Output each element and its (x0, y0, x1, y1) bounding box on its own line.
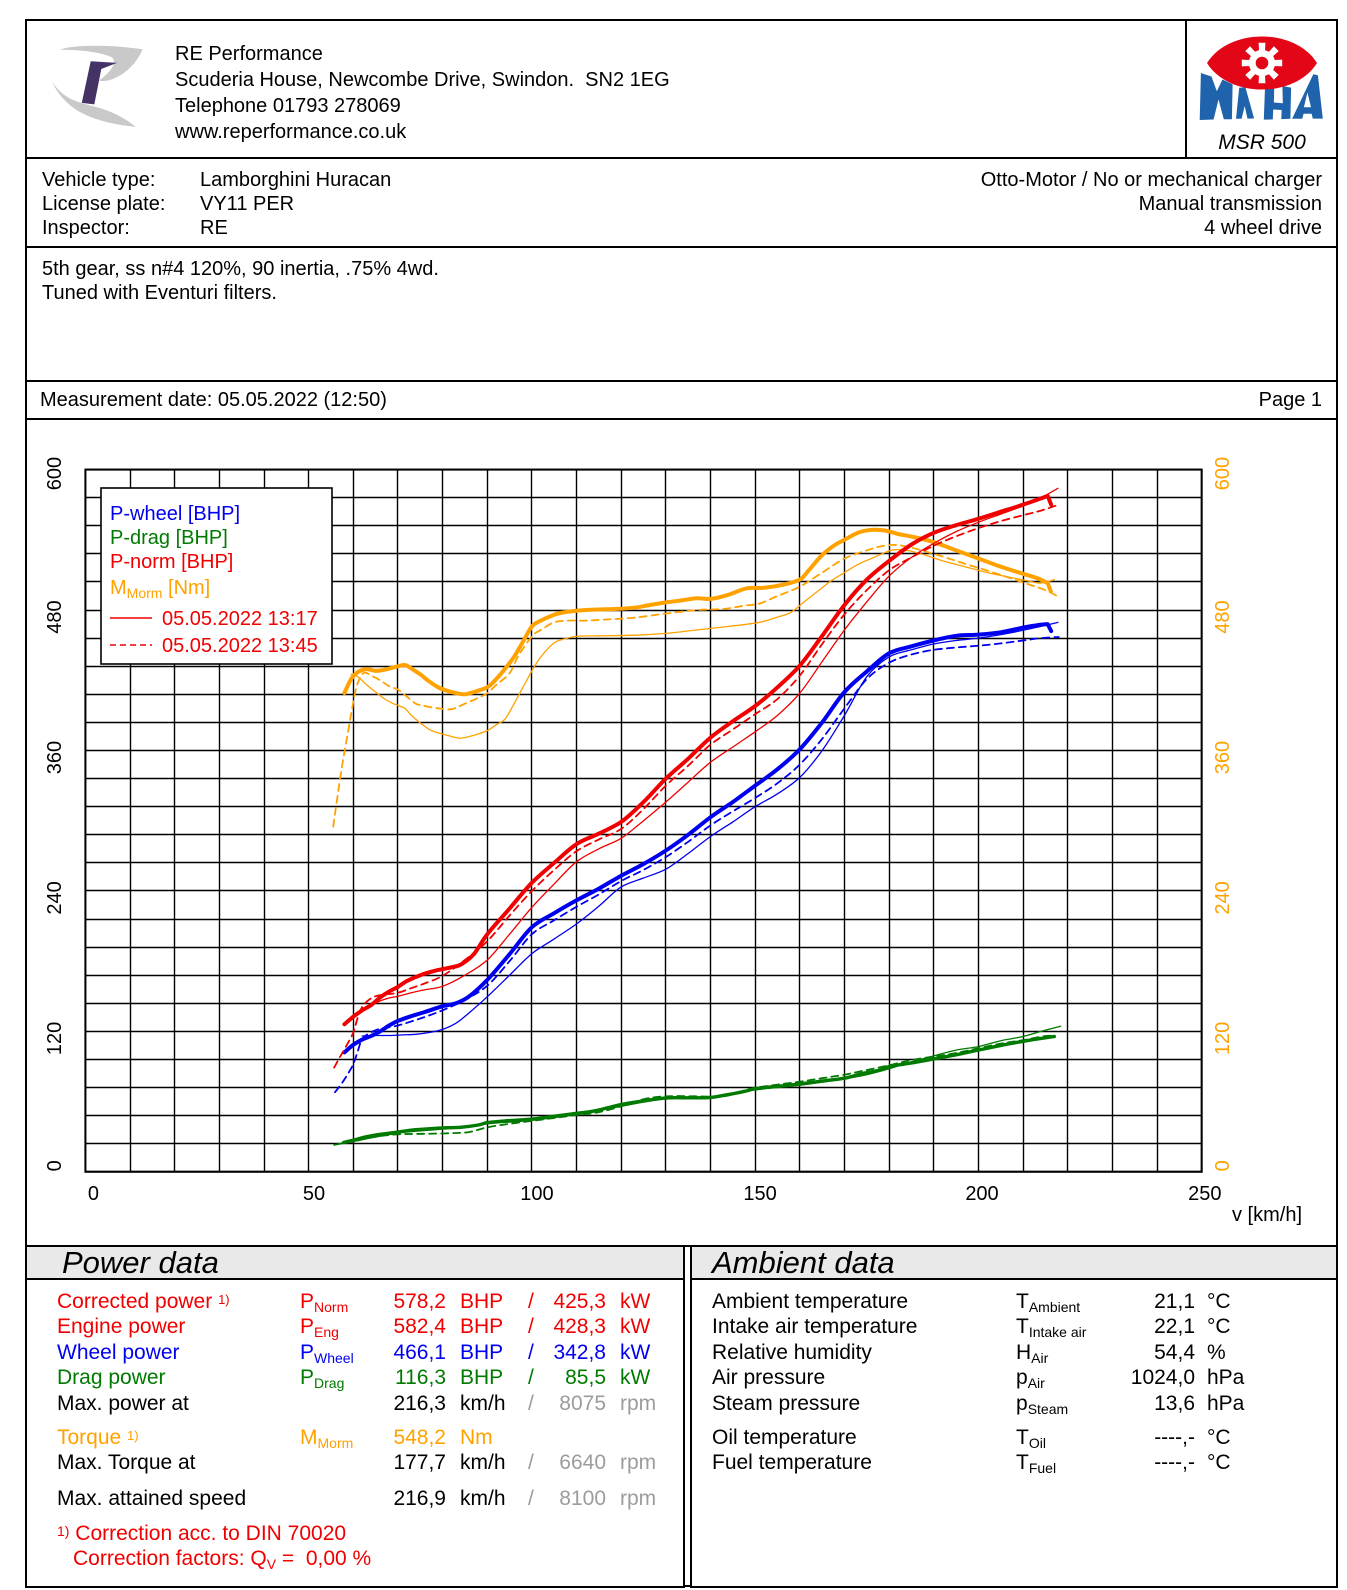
svg-text:120: 120 (1212, 1022, 1234, 1055)
svg-text:150: 150 (743, 1183, 776, 1205)
svg-text:P-drag [BHP]: P-drag [BHP] (110, 527, 228, 549)
svg-text:250: 250 (1188, 1183, 1221, 1205)
svg-text:0: 0 (44, 1160, 66, 1171)
svg-text:120: 120 (44, 1022, 66, 1055)
svg-text:600: 600 (1212, 457, 1234, 490)
svg-text:0: 0 (88, 1183, 99, 1205)
svg-text:480: 480 (44, 600, 66, 633)
svg-text:05.05.2022 13:17: 05.05.2022 13:17 (162, 608, 318, 630)
svg-text:MSR 500: MSR 500 (1218, 131, 1306, 154)
svg-text:v [km/h]: v [km/h] (1232, 1204, 1302, 1226)
svg-text:P-wheel [BHP]: P-wheel [BHP] (110, 503, 240, 525)
svg-text:05.05.2022 13:45: 05.05.2022 13:45 (162, 635, 318, 657)
svg-text:240: 240 (1212, 881, 1234, 914)
svg-text:50: 50 (303, 1183, 325, 1205)
svg-text:P-norm [BHP]: P-norm [BHP] (110, 551, 233, 573)
svg-text:200: 200 (965, 1183, 998, 1205)
svg-text:240: 240 (44, 881, 66, 914)
svg-text:600: 600 (44, 457, 66, 490)
svg-text:480: 480 (1212, 600, 1234, 633)
svg-text:360: 360 (44, 741, 66, 774)
svg-text:360: 360 (1212, 741, 1234, 774)
svg-text:100: 100 (520, 1183, 553, 1205)
svg-text:0: 0 (1212, 1160, 1234, 1171)
